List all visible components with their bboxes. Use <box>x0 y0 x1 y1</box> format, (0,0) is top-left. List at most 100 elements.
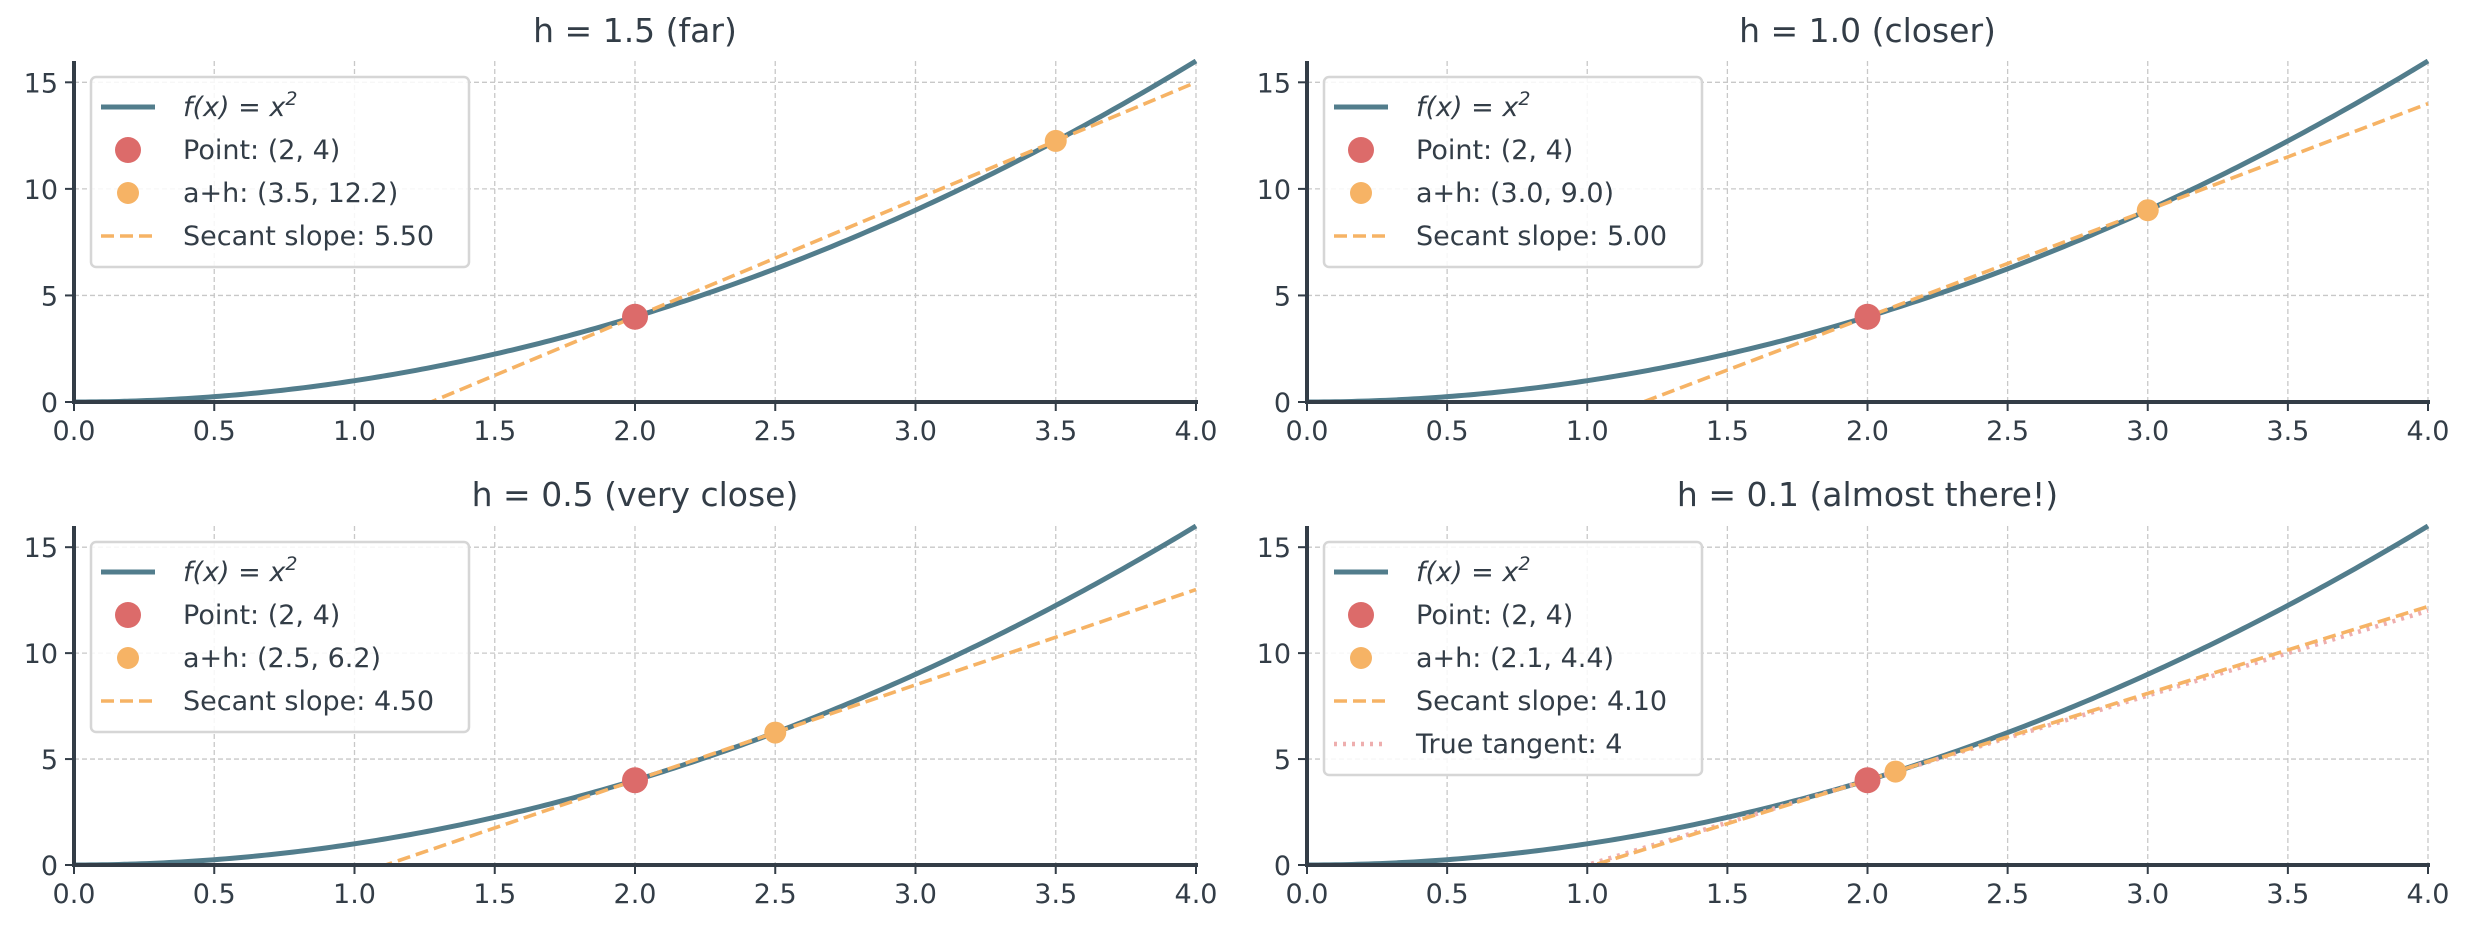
x-tick-label: 2.5 <box>1986 416 2029 447</box>
legend-item: Secant slope: 5.50 <box>101 221 434 252</box>
subplot-3: 0.0 0.5 1.0 1.5 2.0 2.5 3.0 3.5 4.0 0 5 10 15 h = 0.5… <box>24 475 1218 910</box>
legend-label: Point: (2, 4) <box>1416 135 1573 166</box>
x-tick-label: 0.5 <box>1426 879 1469 910</box>
legend-item: f(x) = x2 <box>1334 88 1530 123</box>
legend-item: f(x) = x2 <box>101 553 297 588</box>
legend-box <box>89 540 471 734</box>
secant-line <box>1588 604 2429 865</box>
x-tick-label: 1.0 <box>333 416 376 447</box>
legend-label: f(x) = x2 <box>183 553 297 588</box>
legend-item: f(x) = x2 <box>101 88 297 123</box>
x-tick-label: 1.5 <box>473 879 516 910</box>
legend-label-main: f(x) = x <box>183 557 286 588</box>
x-tick-label: 0.5 <box>193 416 236 447</box>
x-tick-label: 3.0 <box>2126 879 2169 910</box>
legend-handle-point <box>1348 137 1374 163</box>
legend: f(x) = x2 Point: (2, 4) a+h: (2.1, 4.4) Sec… <box>1322 540 1704 777</box>
legend-item: Point: (2, 4) <box>1348 135 1573 166</box>
legend-handle-secant-point <box>117 647 139 669</box>
x-tick-label: 0.5 <box>193 879 236 910</box>
point-a-plus-h-marker <box>764 721 787 744</box>
legend-box <box>89 75 471 269</box>
legend-item: a+h: (2.5, 6.2) <box>117 643 381 674</box>
x-tick-label: 3.5 <box>1034 879 1077 910</box>
legend-handle-point <box>115 137 141 163</box>
x-tick-label: 0.0 <box>1286 416 1329 447</box>
legend-item: Point: (2, 4) <box>115 135 340 166</box>
subplot-title: h = 0.1 (almost there!) <box>1677 475 2058 514</box>
legend-label-main: f(x) = x <box>1416 92 1519 123</box>
x-tick-label: 2.5 <box>1986 879 2029 910</box>
x-tick-label: 3.5 <box>1034 416 1077 447</box>
x-tick-label: 0.5 <box>1426 416 1469 447</box>
x-tick-label: 4.0 <box>1175 416 1218 447</box>
legend-handle-secant-point <box>1350 182 1372 204</box>
subplot-4: 0.0 0.5 1.0 1.5 2.0 2.5 3.0 3.5 4.0 0 5 10 15 h = 0.1… <box>1257 475 2450 910</box>
legend-label: Point: (2, 4) <box>1416 600 1573 631</box>
legend-item: Secant slope: 4.50 <box>101 686 434 717</box>
legend-label: Point: (2, 4) <box>183 600 340 631</box>
x-tick-label: 0.0 <box>53 879 96 910</box>
x-tick-label: 1.5 <box>473 416 516 447</box>
y-tick-label: 15 <box>1257 68 1291 99</box>
legend-label: f(x) = x2 <box>1416 553 1530 588</box>
point-a-marker <box>622 767 648 794</box>
point-a-marker <box>622 303 648 330</box>
y-tick-label: 15 <box>24 68 58 99</box>
legend-handle-point <box>115 602 141 628</box>
x-tick-label: 3.0 <box>894 879 937 910</box>
y-tick-label: 5 <box>1274 745 1291 776</box>
legend-label: a+h: (2.5, 6.2) <box>183 643 381 674</box>
legend-item: a+h: (3.5, 12.2) <box>117 178 398 209</box>
y-tick-label: 15 <box>24 533 58 564</box>
legend-item: Point: (2, 4) <box>115 600 340 631</box>
legend-item: Secant slope: 4.10 <box>1334 686 1667 717</box>
plot-area <box>74 59 1198 402</box>
legend-label-superscript: 2 <box>285 88 297 110</box>
y-tick-label: 10 <box>1257 175 1291 206</box>
legend: f(x) = x2 Point: (2, 4) a+h: (2.5, 6.2) Sec… <box>89 540 471 734</box>
point-a-plus-h-marker <box>1884 760 1907 783</box>
x-tick-label: 4.0 <box>2407 416 2450 447</box>
y-tick-label: 0 <box>41 388 58 419</box>
x-tick-label: 2.5 <box>754 416 797 447</box>
legend-label: Secant slope: 4.10 <box>1416 686 1667 717</box>
y-tick-label: 10 <box>24 175 58 206</box>
legend-item: a+h: (3.0, 9.0) <box>1350 178 1614 209</box>
y-tick-label: 10 <box>24 639 58 670</box>
legend-box <box>1322 75 1704 269</box>
legend-label-superscript: 2 <box>1518 88 1530 110</box>
x-tick-label: 4.0 <box>1175 879 1218 910</box>
y-tick-label: 0 <box>41 851 58 882</box>
legend-handle-secant-point <box>1350 647 1372 669</box>
x-tick-label: 1.5 <box>1706 416 1749 447</box>
legend-label-superscript: 2 <box>1518 553 1530 575</box>
x-tick-label: 1.5 <box>1706 879 1749 910</box>
legend-label: a+h: (2.1, 4.4) <box>1416 643 1614 674</box>
legend-item: a+h: (2.1, 4.4) <box>1350 643 1614 674</box>
subplot-2: 0.0 0.5 1.0 1.5 2.0 2.5 3.0 3.5 4.0 0 5 10 15 h = 1.0… <box>1257 11 2450 447</box>
x-tick-label: 4.0 <box>2407 879 2450 910</box>
legend-handle-point <box>1348 602 1374 628</box>
y-tick-label: 5 <box>1274 281 1291 312</box>
x-tick-label: 2.5 <box>754 879 797 910</box>
point-a-plus-h-marker <box>1044 129 1067 152</box>
legend-label: f(x) = x2 <box>1416 88 1530 123</box>
y-tick-label: 5 <box>41 281 58 312</box>
y-tick-label: 10 <box>1257 639 1291 670</box>
legend-label: a+h: (3.0, 9.0) <box>1416 178 1614 209</box>
y-tick-label: 5 <box>41 745 58 776</box>
y-tick-label: 0 <box>1274 388 1291 419</box>
x-tick-label: 3.5 <box>2266 879 2309 910</box>
x-tick-label: 0.0 <box>1286 879 1329 910</box>
subplot-title: h = 1.0 (closer) <box>1739 11 1996 50</box>
x-tick-label: 2.0 <box>1846 416 1889 447</box>
legend-label: a+h: (3.5, 12.2) <box>183 178 398 209</box>
legend-label: Point: (2, 4) <box>183 135 340 166</box>
legend-handle-secant-point <box>117 182 139 204</box>
subplot-title: h = 0.5 (very close) <box>472 475 799 514</box>
plot-area <box>1307 59 2430 402</box>
plot-area <box>74 524 1198 865</box>
legend-item: True tangent: 4 <box>1334 729 1622 760</box>
